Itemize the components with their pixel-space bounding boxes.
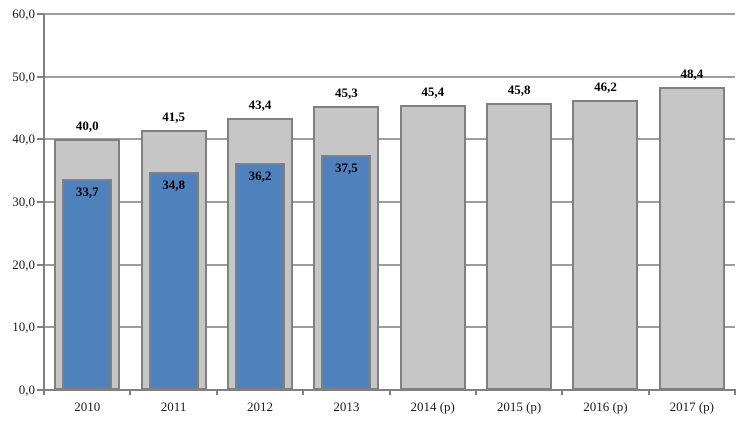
y-axis-tick-label: 0,0: [18, 382, 35, 397]
highlighted-subset-bar: [148, 171, 199, 390]
total-bar: [572, 100, 639, 390]
y-axis-tick-label: 10,0: [12, 319, 35, 335]
x-axis-tick: [43, 391, 45, 395]
bar-value-label: 40,0: [75, 118, 99, 134]
y-axis-tick: [37, 13, 44, 15]
x-axis-tick: [302, 391, 305, 395]
y-gridline: [44, 326, 735, 329]
highlighted-subset-bar: [234, 163, 285, 390]
x-axis-tick: [388, 391, 391, 395]
total-bar: [658, 86, 725, 390]
x-axis-line: [44, 389, 736, 391]
y-axis-tick-label: 50,0: [12, 68, 35, 84]
y-axis-tick-label: 20,0: [12, 256, 35, 272]
y-gridline: [44, 138, 735, 141]
y-axis-tick: [37, 75, 44, 78]
y-axis-tick-label: 40,0: [12, 131, 35, 147]
bar-value-label: 45,4: [421, 84, 445, 100]
inner-bar-value-label: 36,2: [248, 168, 272, 184]
y-gridline: [44, 263, 735, 266]
x-axis-category-label: 2016 (p): [583, 399, 628, 414]
y-gridline: [44, 75, 735, 78]
x-axis-tick: [129, 391, 132, 395]
inner-bar-value-label: 34,8: [162, 176, 185, 192]
x-axis-category-label: 2010: [74, 399, 101, 414]
y-axis-tick: [37, 326, 44, 329]
total-bar: [486, 102, 553, 390]
y-gridline: [44, 13, 735, 15]
y-axis-line: [43, 14, 45, 392]
bar-value-label: 43,4: [248, 97, 272, 113]
x-axis-tick: [561, 391, 564, 395]
y-axis-tick: [37, 389, 44, 391]
inner-bar-value-label: 33,7: [75, 183, 99, 199]
bar-value-label: 45,8: [507, 81, 531, 97]
x-axis-category-label: 2017 (p): [669, 399, 715, 414]
y-axis-tick: [37, 201, 44, 203]
x-axis-category-label: 2015 (p): [496, 399, 542, 414]
y-axis-tick-label: 60,0: [12, 6, 35, 21]
highlighted-subset-bar: [321, 155, 372, 390]
total-bar: [399, 105, 466, 390]
highlighted-subset-bar: [62, 178, 113, 390]
bar-value-label: 41,5: [162, 108, 185, 124]
x-axis-category-label: 2014 (p): [410, 399, 455, 414]
x-axis-tick: [474, 391, 477, 395]
x-axis-category-label: 2013: [333, 399, 360, 414]
x-axis-tick: [647, 391, 650, 395]
inner-bar-value-label: 37,5: [334, 160, 358, 175]
x-axis-category-label: 2012: [246, 399, 273, 414]
y-axis-tick: [37, 263, 44, 266]
x-axis-tick: [215, 391, 218, 395]
bar-value-label: 46,2: [594, 79, 617, 95]
bar-value-label: 48,4: [680, 65, 704, 81]
x-axis-tick: [734, 391, 736, 395]
y-axis-tick: [37, 138, 44, 141]
y-gridline: [44, 201, 735, 203]
x-axis-category-label: 2011: [160, 399, 187, 414]
y-axis-tick-label: 30,0: [12, 194, 35, 209]
bar-value-label: 45,3: [334, 85, 358, 101]
